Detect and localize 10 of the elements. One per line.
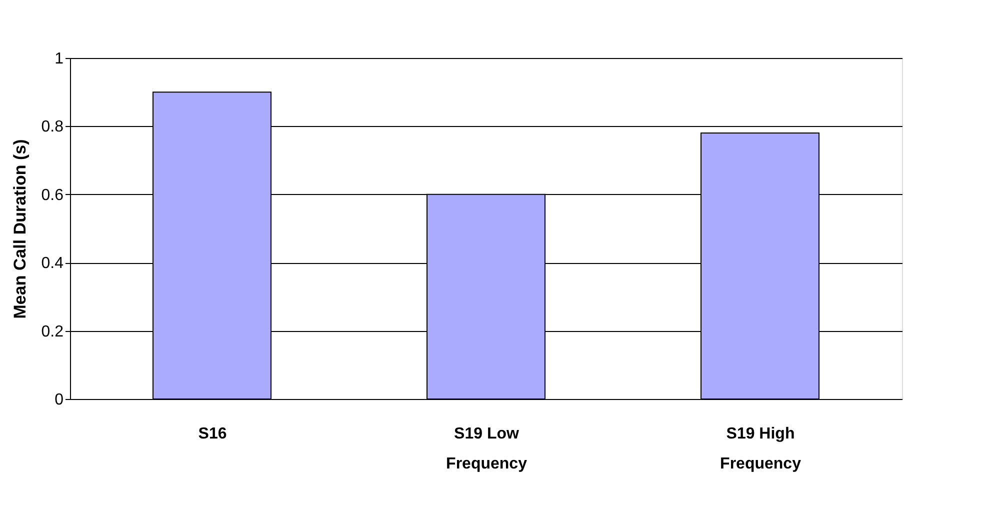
x-tick-label: S19 High Frequency [720,426,802,472]
y-tick-label: 0.8 [41,118,64,136]
y-tick-label: 0 [54,392,64,408]
x-tick-label: S19 Low Frequency [446,426,528,472]
y-tick-label: 0.6 [41,186,64,204]
x-tick-label: S16 [198,426,227,442]
y-tick-label: 1 [54,50,64,68]
y-axis-title: Mean Call Duration (s) [10,139,30,319]
y-tick-label: 0.4 [41,255,64,272]
y-tick-label: 0.2 [41,323,64,340]
